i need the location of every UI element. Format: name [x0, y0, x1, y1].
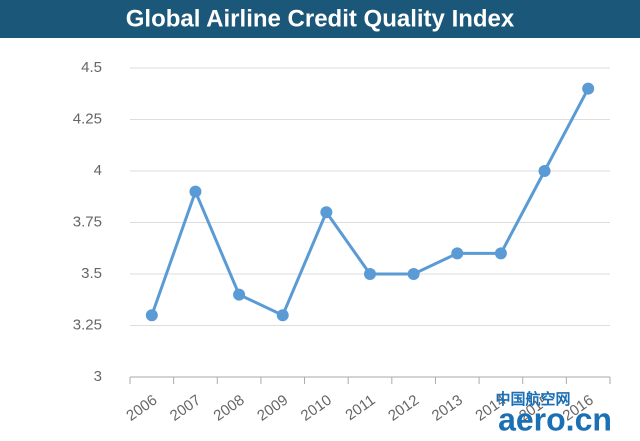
y-tick-label: 3.25	[73, 316, 102, 333]
data-point	[538, 165, 551, 177]
y-tick-label: 3.75	[73, 213, 102, 230]
x-tick-label: 2008	[211, 392, 248, 425]
chart-title: Global Airline Credit Quality Index	[126, 5, 515, 32]
x-tick-label: 2006	[123, 392, 160, 425]
y-tick-label: 4.5	[81, 59, 102, 76]
title-banner	[0, 0, 640, 38]
x-tick-label: 2007	[167, 392, 204, 425]
data-point	[276, 309, 289, 322]
x-tick-label: 2013	[429, 392, 466, 425]
data-point	[364, 268, 376, 280]
x-tick-label: 2012	[385, 392, 422, 425]
data-point	[451, 247, 464, 260]
data-point	[189, 185, 202, 198]
data-point	[233, 288, 246, 301]
data-point	[407, 268, 420, 280]
series-line	[150, 87, 590, 318]
y-tick-label: 4.25	[73, 110, 102, 127]
data-point	[320, 206, 333, 219]
x-tick-label: 2009	[254, 392, 291, 425]
y-tick-label: 4	[94, 162, 102, 179]
x-tick-label: 2011	[342, 392, 378, 424]
x-tick-label: 2010	[298, 392, 335, 425]
y-tick-label: 3	[94, 368, 102, 385]
data-point	[494, 247, 507, 260]
data-point	[145, 309, 158, 322]
y-tick-label: 3.5	[81, 265, 102, 282]
data-point	[582, 82, 595, 95]
watermark: 中国航空网	[495, 390, 570, 408]
watermark: aero.cn	[498, 401, 612, 437]
